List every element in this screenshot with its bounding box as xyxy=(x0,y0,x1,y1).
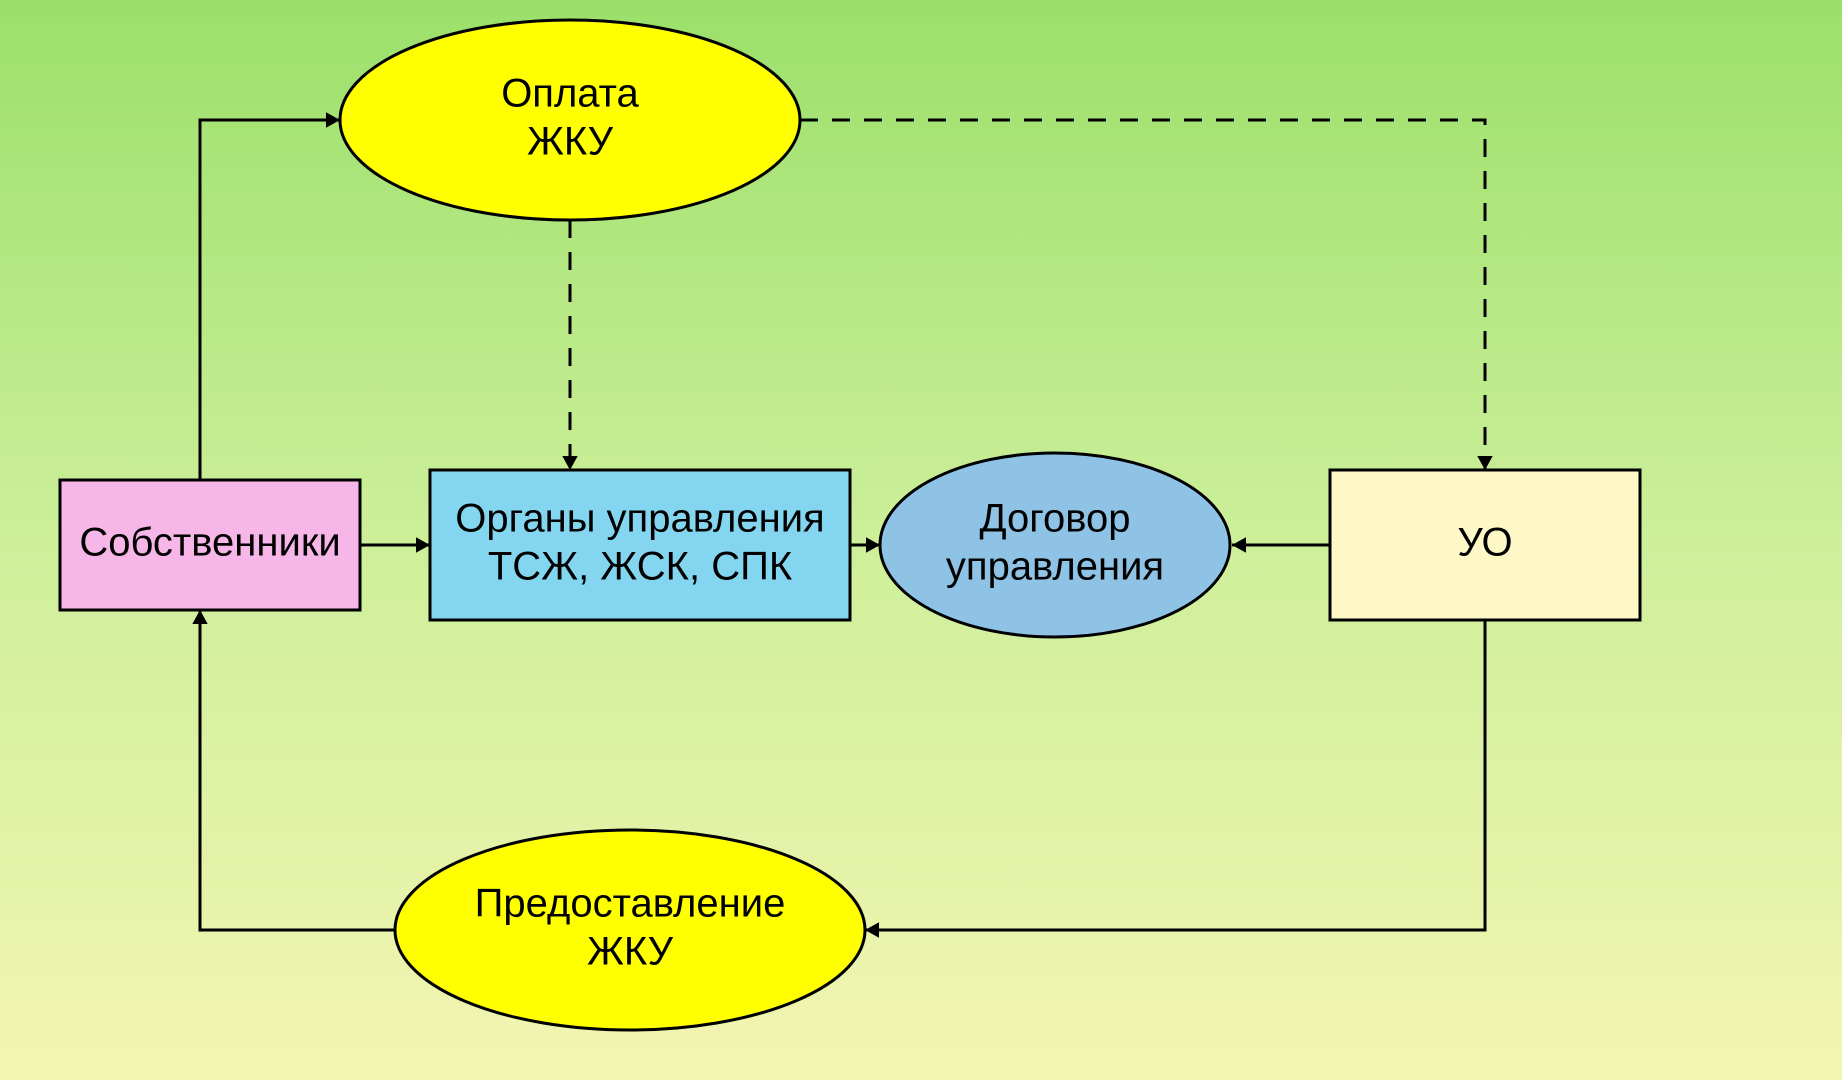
node-uo: УО xyxy=(1330,470,1640,620)
node-mgmt_bodies-label: Органы управления xyxy=(455,497,824,541)
node-mgmt_bodies-label: ТСЖ, ЖСК, СПК xyxy=(488,545,793,589)
node-provision: ПредоставлениеЖКУ xyxy=(395,830,865,1030)
node-mgmt_bodies: Органы управленияТСЖ, ЖСК, СПК xyxy=(430,470,850,620)
node-owners-label: Собственники xyxy=(79,521,340,565)
node-provision-label: Предоставление xyxy=(475,882,786,926)
node-payment: ОплатаЖКУ xyxy=(340,20,800,220)
node-uo-label: УО xyxy=(1457,521,1512,565)
node-contract-label: Договор xyxy=(979,497,1130,541)
node-owners: Собственники xyxy=(60,480,360,610)
node-provision-label: ЖКУ xyxy=(587,930,674,974)
node-payment-label: Оплата xyxy=(501,72,639,116)
node-contract: Договоруправления xyxy=(880,453,1230,637)
node-contract-label: управления xyxy=(946,545,1164,589)
node-payment-label: ЖКУ xyxy=(527,120,614,164)
flow-diagram: СобственникиОплатаЖКУОрганы управленияТС… xyxy=(0,0,1842,1080)
